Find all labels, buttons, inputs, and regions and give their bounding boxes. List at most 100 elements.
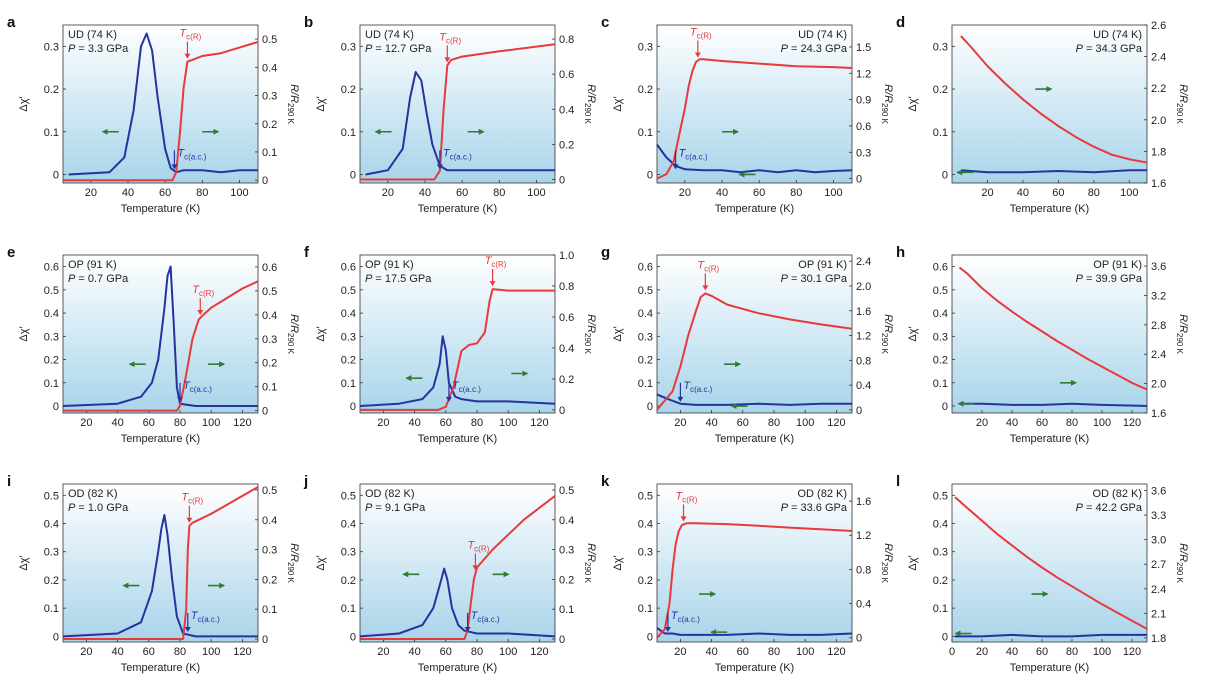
chi-curve	[365, 71, 555, 176]
y1-tick-label: 0.3	[341, 41, 356, 53]
panel-letter: c	[601, 14, 609, 31]
y1-tick-label: 0.3	[638, 547, 653, 559]
panel-letter: g	[601, 244, 610, 261]
y2-tick-label: 0.4	[559, 343, 574, 355]
y1-axis-label: Δχ′	[612, 555, 624, 570]
y1-tick-label: 0.3	[341, 331, 356, 343]
y2-tick-label: 1.8	[1151, 146, 1166, 158]
x-tick-label: 20	[976, 417, 988, 429]
y1-axis-label: Δχ′	[315, 326, 327, 341]
pressure-label: P = 3.3 GPa	[68, 43, 129, 55]
y2-tick-label: 2.4	[1151, 349, 1166, 361]
tc-ac-label: Tc(a.c.)	[683, 380, 712, 394]
sample-label: OP (91 K)	[798, 259, 847, 271]
y2-tick-label: 3.6	[1151, 486, 1166, 498]
y2-tick-label: 0.1	[559, 604, 574, 616]
resistance-curve	[954, 496, 1148, 630]
tc-r-label: Tc(R)	[690, 27, 712, 41]
x-tick-label: 120	[827, 646, 845, 658]
x-axis-label: Temperature (K)	[418, 203, 497, 215]
x-axis-label: Temperature (K)	[1010, 662, 1089, 674]
y1-tick-label: 0	[647, 631, 653, 643]
y2-tick-label: 0.2	[559, 374, 574, 386]
y1-tick-label: 0.5	[933, 285, 948, 297]
y2-tick-label: 0.2	[262, 358, 277, 370]
y1-tick-label: 0.2	[933, 355, 948, 367]
y2-tick-label: 0.4	[262, 310, 277, 322]
y2-tick-label: 0	[856, 405, 862, 417]
y1-tick-label: 0.1	[341, 603, 356, 615]
y2-axis-label: R/R290 K	[286, 543, 300, 584]
y2-tick-label: 1.2	[856, 68, 871, 80]
plot-frame	[951, 254, 1148, 414]
y1-tick-label: 0	[647, 401, 653, 413]
y2-axis-label: R/R290 K	[583, 84, 597, 125]
y2-tick-label: 1.6	[1151, 178, 1166, 190]
y2-tick-label: 0.2	[559, 139, 574, 151]
x-tick-label: 60	[737, 417, 749, 429]
x-tick-label: 80	[790, 187, 802, 199]
y2-tick-label: 0.5	[262, 34, 277, 46]
plot-background	[360, 255, 555, 413]
y2-tick-label: 1.6	[856, 496, 871, 508]
x-axis-label: Temperature (K)	[121, 203, 200, 215]
tc-r-label: Tc(R)	[467, 539, 489, 553]
x-axis-label: Temperature (K)	[121, 662, 200, 674]
sample-label: OD (82 K)	[365, 488, 415, 500]
tc-ac-label: Tc(a.c.)	[443, 147, 472, 161]
x-tick-label: 40	[1017, 187, 1029, 199]
y1-tick-label: 0.3	[638, 331, 653, 343]
x-tick-label: 60	[1052, 187, 1064, 199]
x-tick-label: 120	[530, 417, 548, 429]
panel-a: a UD (74 K) P = 3.3 GPa 20 40 60 80 100 0 0.1 0.2 0…	[7, 14, 300, 215]
y1-tick-label: 0.1	[44, 603, 59, 615]
tc-ac-label: Tc(a.c.)	[191, 610, 220, 624]
panel-d: d UD (74 K) P = 34.3 GPa 20 40 60 80 100 0 0.1 0.2…	[896, 14, 1189, 215]
panel-letter: l	[896, 473, 900, 490]
panel-letter: e	[7, 244, 15, 261]
y1-tick-label: 0.3	[933, 331, 948, 343]
y1-axis-label: Δχ′	[18, 96, 30, 111]
y1-tick-label: 0.5	[341, 285, 356, 297]
tc-r-arrowhead	[694, 52, 701, 58]
y1-axis-label: Δχ′	[612, 96, 624, 111]
resistance-curve	[360, 288, 555, 411]
x-tick-label: 100	[824, 187, 842, 199]
panel-letter: j	[303, 473, 308, 490]
x-tick-label: 60	[737, 646, 749, 658]
x-tick-label: 100	[230, 187, 248, 199]
y1-tick-label: 0	[942, 169, 948, 181]
y2-tick-label: 0.1	[262, 382, 277, 394]
y2-tick-label: 0.4	[559, 515, 574, 527]
x-tick-label: 20	[85, 187, 97, 199]
y1-tick-label: 0	[53, 169, 59, 181]
x-tick-label: 40	[408, 646, 420, 658]
x-tick-label: 80	[471, 646, 483, 658]
y2-tick-label: 0.5	[262, 485, 277, 497]
y1-tick-label: 0.4	[638, 519, 653, 531]
y1-tick-label: 0	[942, 401, 948, 413]
tc-r-label: Tc(R)	[485, 255, 507, 269]
y1-tick-label: 0.2	[341, 84, 356, 96]
y1-tick-label: 0.2	[44, 355, 59, 367]
x-tick-label: 80	[174, 417, 186, 429]
panel-letter: b	[304, 14, 313, 31]
x-tick-label: 100	[202, 646, 220, 658]
tc-r-label: Tc(R)	[192, 284, 214, 298]
tc-r-label: Tc(R)	[181, 492, 203, 506]
y2-tick-label: 2.8	[1151, 320, 1166, 332]
resistance-curve	[656, 58, 853, 180]
tc-r-arrowhead	[680, 516, 687, 522]
x-tick-label: 80	[1088, 187, 1100, 199]
plot-background	[657, 25, 852, 183]
panel-g: g OP (91 K) P = 30.1 GPa 20 40 60 80 100 120 0 0.1…	[601, 244, 894, 445]
y1-tick-label: 0.4	[933, 308, 948, 320]
y2-tick-label: 0.3	[856, 147, 871, 159]
x-tick-label: 20	[674, 646, 686, 658]
y2-tick-label: 2.4	[1151, 52, 1166, 64]
plot-frame	[359, 254, 556, 414]
y2-axis-label: R/R290 K	[583, 314, 597, 355]
x-tick-label: 20	[679, 187, 691, 199]
sample-label: UD (74 K)	[365, 29, 414, 41]
chi-curve	[359, 567, 556, 638]
